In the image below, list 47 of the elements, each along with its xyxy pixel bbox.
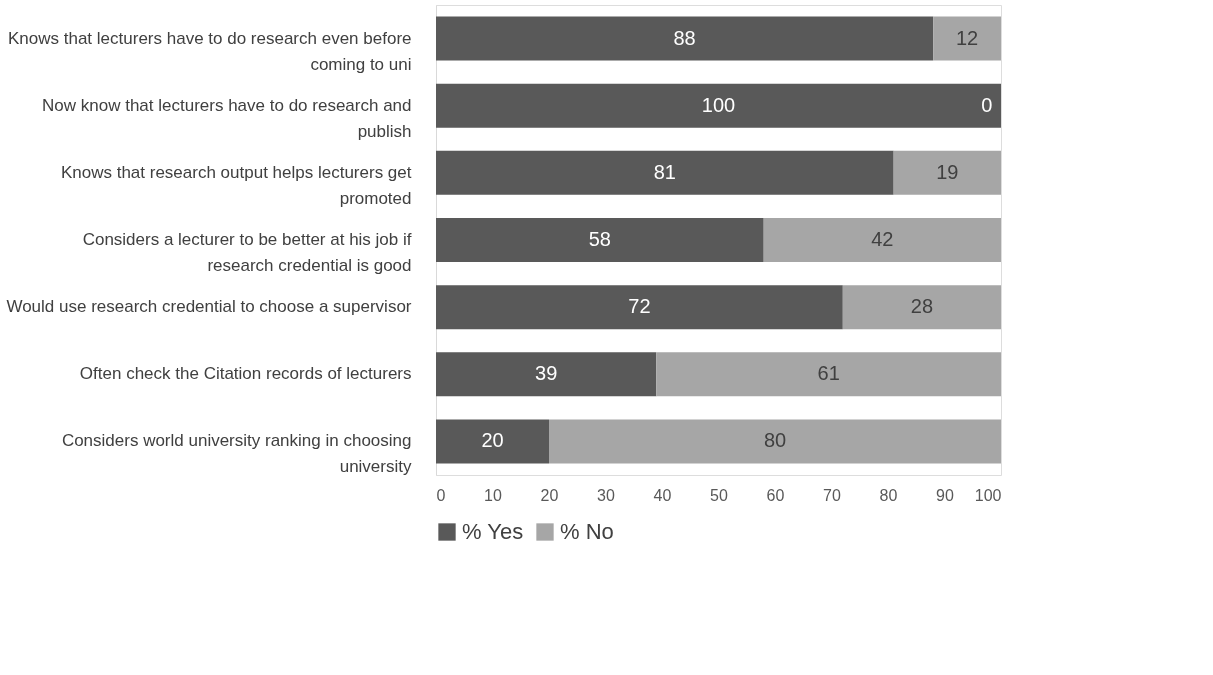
data-label: 42 (871, 228, 894, 250)
data-label: 61 (817, 362, 840, 385)
bar (842, 285, 1001, 330)
data-label: 20 (481, 429, 504, 452)
bar (436, 419, 549, 464)
x-tick-label: 0 (436, 486, 446, 504)
bar (549, 419, 1001, 464)
data-label: 12 (955, 26, 979, 49)
legend-label: % No (560, 519, 614, 544)
x-tick-label: 80 (879, 486, 898, 504)
data-label: 19 (936, 160, 959, 183)
bar (893, 150, 1001, 195)
x-tick-label: 100 (974, 486, 1002, 504)
x-tick-label: 70 (823, 486, 841, 504)
bar (763, 218, 1001, 262)
x-tick-label: 90 (936, 486, 954, 504)
data-label: 39 (535, 362, 558, 385)
data-label: 80 (763, 429, 787, 452)
x-tick-label: 20 (540, 486, 559, 504)
y-tick-label: Knows that research output helps lecturers get promoted (60, 162, 412, 208)
bar (436, 352, 657, 397)
x-tick-label: 60 (766, 486, 785, 504)
data-label: 81 (653, 160, 676, 183)
x-tick-label: 30 (597, 486, 615, 504)
bar (436, 16, 934, 61)
y-tick-label: Considers world university ranking in choosing university (61, 431, 412, 477)
bar (436, 218, 764, 262)
data-label: 88 (673, 26, 696, 49)
data-label: 100 (701, 93, 736, 116)
data-label: 58 (588, 228, 611, 250)
bar (436, 83, 1001, 128)
y-tick-label: Considers a lecturer to be better at his job if research credential is good (82, 230, 412, 275)
y-tick-label: Now know that lecturers have to do research and publish (42, 95, 412, 141)
legend-label: % Yes (462, 519, 524, 544)
x-tick-label: 40 (653, 486, 672, 504)
x-tick-label: 50 (710, 486, 728, 504)
x-tick-label: 10 (484, 486, 502, 504)
data-label: 72 (628, 295, 651, 318)
data-label: 28 (910, 295, 934, 318)
bar (436, 150, 894, 195)
y-tick-label: Often check the Citation records of lecturers (79, 364, 412, 384)
y-tick-label: Knows that lecturers have to do research even before coming to uni (7, 28, 412, 74)
bar (933, 16, 1001, 61)
bar (436, 285, 843, 330)
bar (656, 352, 1001, 397)
y-tick-label: Would use research credential to choose a supervisor (6, 297, 412, 317)
data-label: 0 (981, 93, 993, 116)
